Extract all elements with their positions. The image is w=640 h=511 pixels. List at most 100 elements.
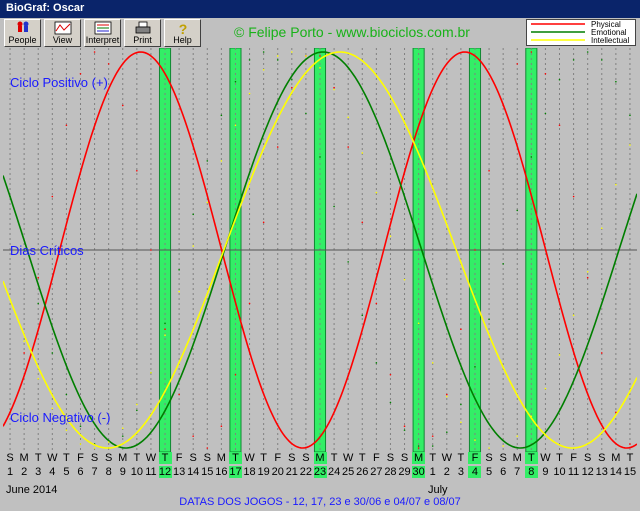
weekday-tick-label: S [90, 452, 99, 464]
data-point-emotional [629, 114, 631, 117]
weekday-tick-label: S [598, 452, 606, 464]
data-point-physical [572, 195, 575, 198]
weekday-tick-label: T [158, 452, 172, 464]
print-icon [135, 21, 151, 34]
data-point-intellectual [530, 415, 533, 418]
day-tick-label: 4 [49, 466, 56, 478]
data-point-physical [446, 393, 448, 396]
data-point-intellectual [164, 334, 166, 336]
day-tick-label: 13 [595, 466, 608, 478]
data-point-physical [629, 443, 631, 445]
data-point-physical [431, 435, 434, 437]
data-point-intellectual [403, 278, 406, 281]
day-tick-label: 24 [327, 466, 341, 478]
data-point-physical [361, 221, 364, 224]
data-point-emotional [474, 366, 476, 368]
data-point-intellectual [107, 441, 110, 443]
data-point-physical [417, 447, 420, 449]
data-point-intellectual [220, 160, 223, 162]
data-point-intellectual [389, 235, 392, 237]
weekday-tick-label: S [499, 452, 507, 464]
weekday-tick-label: F [468, 452, 482, 464]
data-point-physical [136, 170, 138, 172]
data-point-intellectual [629, 144, 631, 146]
view-button[interactable]: View [44, 19, 81, 47]
data-point-physical [65, 124, 68, 127]
data-point-physical [586, 276, 589, 279]
data-point-emotional [291, 78, 293, 81]
legend: Physical Emotional Intellectual [526, 19, 636, 46]
print-button[interactable]: Print [124, 19, 161, 47]
title-bar[interactable]: BioGraf: Oscar [0, 0, 640, 18]
data-point-intellectual [600, 227, 603, 230]
data-point-physical [615, 411, 617, 414]
weekday-tick-label: F [372, 452, 380, 464]
weekday-tick-label: T [457, 452, 465, 464]
day-tick-label: 26 [356, 466, 369, 478]
day-tick-label: 6 [500, 466, 507, 478]
data-point-physical [276, 146, 279, 148]
day-tick-label: 8 [105, 466, 112, 478]
data-point-physical [460, 328, 462, 331]
data-point-emotional [262, 51, 265, 53]
print-button-label: Print [133, 35, 152, 45]
weekday-tick-label: T [133, 452, 141, 464]
weekday-tick-label: W [244, 452, 255, 464]
interpret-button-label: Interpret [85, 35, 120, 45]
weekday-tick-label: T [358, 452, 366, 464]
data-point-intellectual [586, 270, 589, 273]
help-button[interactable]: ? Help [164, 19, 201, 47]
data-point-physical [474, 249, 476, 251]
y-label-positive: Ciclo Positivo (+) [10, 75, 108, 90]
data-point-emotional [178, 269, 180, 271]
weekday-tick-label: M [313, 452, 327, 464]
data-point-emotional [220, 114, 223, 117]
interpret-button[interactable]: Interpret [84, 19, 121, 47]
day-tick-label: 13 [172, 466, 186, 478]
data-point-emotional [530, 156, 533, 158]
data-point-intellectual [192, 245, 194, 247]
day-tick-label: 14 [609, 466, 622, 478]
data-point-physical [220, 425, 223, 428]
data-point-intellectual [460, 421, 462, 424]
data-point-intellectual [37, 377, 40, 380]
interpret-icon [94, 21, 112, 35]
day-tick-label: 25 [342, 466, 355, 478]
data-point-emotional [586, 51, 589, 53]
day-tick-label: 7 [514, 466, 521, 478]
data-point-intellectual [347, 116, 349, 119]
data-point-physical [403, 425, 406, 428]
day-tick-label: 5 [63, 466, 70, 478]
month-label-july: July [428, 484, 448, 496]
data-point-intellectual [248, 92, 251, 95]
data-point-emotional [37, 302, 40, 305]
help-button-label: Help [173, 35, 192, 45]
weekday-tick-label: T [63, 452, 70, 464]
day-tick-label: 1 [429, 466, 436, 478]
data-point-physical [234, 373, 237, 376]
data-point-emotional [23, 249, 25, 251]
day-tick-label: 29 [398, 466, 411, 478]
view-button-label: View [52, 35, 73, 45]
series-line-emotional [3, 51, 637, 449]
weekday-tick-label: W [47, 452, 58, 464]
weekday-tick-label: F [175, 452, 183, 464]
data-point-emotional [417, 445, 420, 447]
data-point-emotional [164, 322, 166, 325]
data-point-physical [502, 104, 504, 107]
data-point-emotional [51, 352, 54, 354]
people-button[interactable]: People [4, 19, 41, 47]
data-point-physical [516, 63, 519, 65]
window-title: BioGraf: Oscar [6, 2, 85, 14]
data-point-physical [600, 352, 603, 354]
weekday-tick-label: M [412, 452, 426, 464]
day-tick-label: 12 [158, 466, 172, 478]
legend-physical: Physical [591, 20, 621, 29]
weekday-tick-label: T [556, 452, 563, 464]
data-point-emotional [516, 209, 519, 212]
svg-text:?: ? [179, 21, 188, 35]
day-tick-label: 17 [228, 466, 242, 478]
data-point-emotional [79, 425, 82, 428]
data-point-physical [333, 86, 335, 89]
weekday-tick-label: M [216, 452, 226, 464]
